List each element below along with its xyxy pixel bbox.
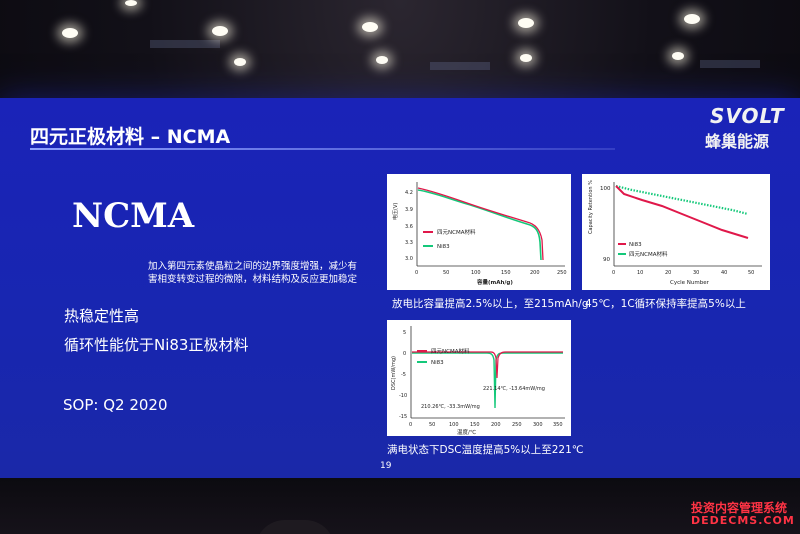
x-tick-label: 10	[637, 270, 643, 276]
x-tick-label: 0	[415, 270, 418, 276]
discharge-chart: 电压(V) 4.2 3.9 3.6 3.3 3.0 0 50 100 150 2…	[387, 174, 571, 290]
discharge-chart-svg: 电压(V) 4.2 3.9 3.6 3.3 3.0 0 50 100 150 2…	[392, 182, 567, 286]
ni83-peak-annotation: 210.26℃, -33.3mW/mg	[421, 404, 480, 410]
x-tick-label: 250	[512, 422, 522, 428]
y-axis-label: Capacity Retention %	[588, 180, 594, 234]
ceiling-fixture	[150, 40, 220, 48]
ncma-curve	[412, 351, 563, 379]
title-divider	[30, 148, 615, 150]
y-tick-label: -5	[401, 372, 406, 378]
cycle-chart-svg: Capacity Retention % 100 90 0 10 20 30 4…	[588, 180, 762, 286]
ceiling-light	[125, 0, 137, 6]
dsc-chart: DSC(mW/mg) 5 0 -5 -10 -15 0 50 100 150 2…	[387, 320, 571, 436]
ceiling-light	[362, 22, 378, 32]
ncma-curve	[417, 187, 544, 261]
x-tick-label: 0	[612, 270, 615, 276]
x-tick-label: 200	[491, 422, 501, 428]
legend-label-ncma: 四元NCMA材料	[431, 347, 470, 355]
slide-title: 四元正极材料 – NCMA	[30, 126, 231, 148]
x-tick-label: 50	[443, 270, 449, 276]
audience-silhouette	[255, 520, 335, 534]
audience-area	[0, 478, 800, 534]
ncma-series	[615, 184, 749, 216]
x-tick-label: 40	[721, 270, 727, 276]
y-tick-label: -15	[399, 414, 407, 420]
y-tick-label: 3.6	[405, 224, 413, 230]
description-line: 加入第四元素使晶粒之间的边界强度增强，减少有	[148, 261, 358, 272]
legend-label-ni83: Ni83	[437, 244, 450, 250]
dsc-caption: 满电状态下DSC温度提高5%以上至221℃	[387, 444, 584, 456]
x-tick-label: 150	[501, 270, 511, 276]
sop-date: SOP: Q2 2020	[63, 396, 168, 414]
brand-logo-chinese: 蜂巢能源	[705, 132, 770, 151]
y-tick-label: 0	[403, 351, 406, 357]
y-axis-label: DSC(mW/mg)	[391, 356, 397, 390]
x-axis-label: Cycle Number	[670, 280, 710, 286]
ni83-series	[615, 185, 749, 239]
x-tick-label: 100	[449, 422, 459, 428]
page-number: 19	[380, 461, 392, 471]
legend-label-ni83: Ni83	[431, 360, 444, 366]
legend-label-ncma: 四元NCMA材料	[629, 250, 668, 258]
y-axis-label: 电压(V)	[392, 203, 399, 220]
ncma-peak-annotation: 221.14℃, -13.64mW/mg	[483, 386, 545, 392]
x-tick-label: 100	[471, 270, 481, 276]
x-tick-label: 0	[409, 422, 412, 428]
ni83-curve	[417, 189, 542, 261]
description-line: 害相变转变过程的微隙，材料结构及反应更加稳定	[148, 274, 358, 285]
y-tick-label: 3.0	[405, 256, 413, 262]
y-tick-label: -10	[399, 393, 407, 399]
material-heading: NCMA	[72, 196, 195, 236]
watermark-line: DEDECMS.COM	[691, 514, 795, 527]
legend-label-ni83: Ni83	[629, 242, 642, 248]
x-tick-label: 30	[693, 270, 699, 276]
legend-label-ncma: 四元NCMA材料	[437, 228, 476, 236]
discharge-caption: 放电比容量提高2.5%以上，至215mAh/g	[392, 298, 589, 310]
dsc-chart-svg: DSC(mW/mg) 5 0 -5 -10 -15 0 50 100 150 2…	[391, 326, 565, 436]
ceiling-light	[684, 14, 700, 24]
x-tick-label: 300	[533, 422, 543, 428]
ceiling-fixture	[700, 60, 760, 68]
feature-bullet: 循环性能优于Ni83正极材料	[64, 336, 249, 354]
ceiling-light	[234, 58, 246, 66]
ceiling-fixture	[430, 62, 490, 70]
feature-bullet: 热稳定性高	[64, 307, 140, 325]
ceiling-light	[212, 26, 228, 36]
brand-logo-text: SVOLT	[710, 104, 785, 128]
y-tick-label: 100	[600, 186, 611, 192]
x-axis-label: 温度/℃	[457, 428, 476, 436]
ceiling-light	[62, 28, 78, 38]
x-tick-label: 250	[557, 270, 567, 276]
x-tick-label: 150	[470, 422, 480, 428]
x-tick-label: 20	[665, 270, 671, 276]
y-tick-label: 5	[403, 330, 406, 336]
x-tick-label: 50	[429, 422, 435, 428]
x-tick-label: 200	[530, 270, 540, 276]
y-tick-label: 3.3	[405, 240, 413, 246]
x-tick-label: 50	[748, 270, 754, 276]
ceiling-light	[520, 54, 532, 62]
ceiling-light	[518, 18, 534, 28]
watermark-line: 投资内容管理系统	[691, 501, 788, 515]
y-tick-label: 3.9	[405, 207, 413, 213]
cycle-chart: Capacity Retention % 100 90 0 10 20 30 4…	[582, 174, 770, 290]
y-tick-label: 90	[603, 257, 610, 263]
x-tick-label: 350	[553, 422, 563, 428]
cycle-caption: 45℃，1C循环保持率提高5%以上	[585, 298, 746, 310]
x-axis-label: 容量(mAh/g)	[476, 278, 513, 286]
ceiling-light	[672, 52, 684, 60]
y-tick-label: 4.2	[405, 190, 413, 196]
ceiling-light	[376, 56, 388, 64]
